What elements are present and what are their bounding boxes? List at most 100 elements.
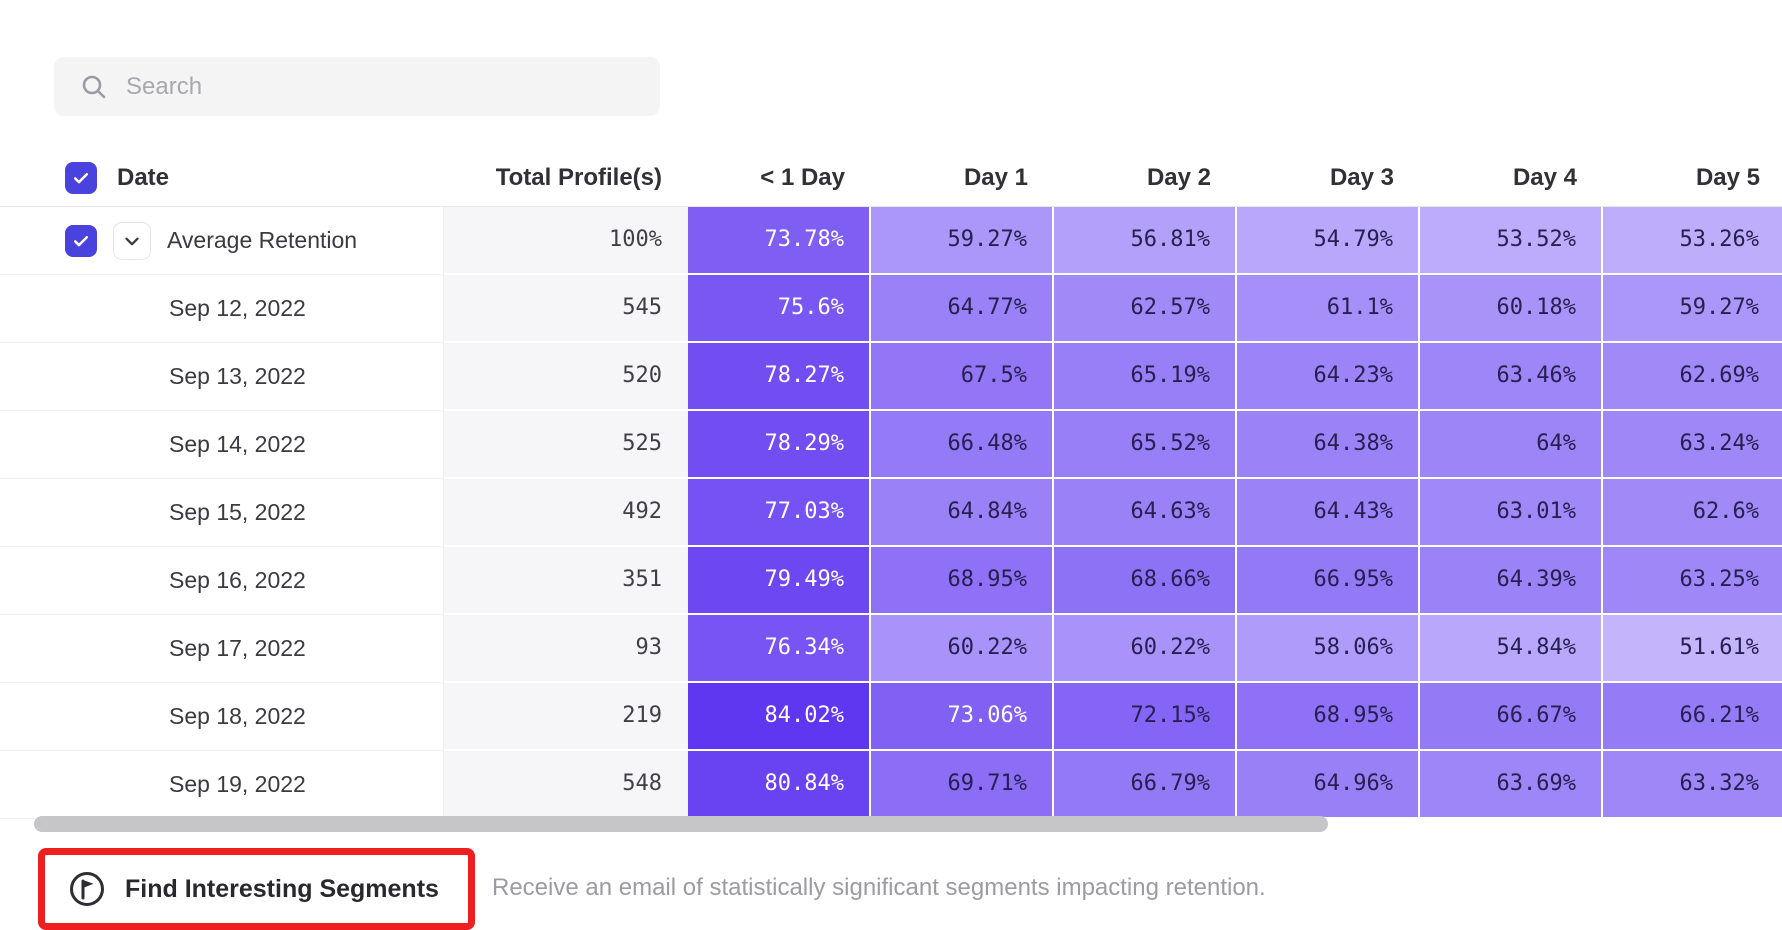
total-profiles-cell: 351: [444, 547, 688, 615]
expand-row-button[interactable]: [113, 221, 151, 260]
retention-cell[interactable]: 51.61%: [1603, 615, 1782, 683]
row-label: Average Retention: [167, 227, 358, 253]
search-box: [54, 57, 660, 116]
annotation-highlight: Find Interesting Segments: [38, 848, 475, 930]
retention-cell[interactable]: 60.18%: [1420, 275, 1603, 343]
table-header: Date Total Profile(s) < 1 Day Day 1 Day 2 D…: [0, 149, 1782, 207]
retention-cell[interactable]: 54.79%: [1237, 207, 1420, 275]
retention-cell[interactable]: 54.84%: [1420, 615, 1603, 683]
retention-cell[interactable]: 64.38%: [1237, 411, 1420, 479]
retention-cell[interactable]: 68.95%: [1237, 683, 1420, 751]
retention-cell[interactable]: 63.69%: [1420, 751, 1603, 819]
retention-cell[interactable]: 60.22%: [1054, 615, 1237, 683]
table-row: Sep 17, 2022 93 76.34% 60.22% 60.22% 58.06% 54…: [0, 615, 1782, 683]
retention-cell[interactable]: 62.6%: [1603, 479, 1782, 547]
retention-cell[interactable]: 68.66%: [1054, 547, 1237, 615]
retention-cell[interactable]: 64.96%: [1237, 751, 1420, 819]
row-label-cell: Sep 18, 2022: [0, 683, 444, 751]
table-row: Sep 13, 2022 520 78.27% 67.5% 65.19% 64.23% 63…: [0, 343, 1782, 411]
find-interesting-segments-button[interactable]: Find Interesting Segments: [45, 869, 439, 909]
total-profiles-cell: 492: [444, 479, 688, 547]
retention-cell[interactable]: 63.25%: [1603, 547, 1782, 615]
retention-cell[interactable]: 65.19%: [1054, 343, 1237, 411]
retention-cell[interactable]: 80.84%: [688, 751, 871, 819]
total-profiles-header: Total Profile(s): [495, 163, 662, 191]
row-label: Sep 14, 2022: [169, 431, 306, 457]
retention-cell[interactable]: 77.03%: [688, 479, 871, 547]
date-column-header: Date: [117, 163, 170, 191]
retention-cell[interactable]: 53.52%: [1420, 207, 1603, 275]
total-profiles-cell: 93: [444, 615, 688, 683]
retention-cell[interactable]: 66.67%: [1420, 683, 1603, 751]
table-row: Sep 15, 2022 492 77.03% 64.84% 64.63% 64.43% 6…: [0, 479, 1782, 547]
row-label: Sep 17, 2022: [169, 635, 306, 661]
retention-cell[interactable]: 60.22%: [871, 615, 1054, 683]
table-row: Sep 19, 2022 548 80.84% 69.71% 66.79% 64.96% 6…: [0, 751, 1782, 819]
retention-cell[interactable]: 62.69%: [1603, 343, 1782, 411]
retention-cell[interactable]: 63.46%: [1420, 343, 1603, 411]
footer-description: Receive an email of statistically signif…: [492, 874, 1266, 901]
retention-cell[interactable]: 78.27%: [688, 343, 871, 411]
day-column-header: Day 5: [1695, 163, 1760, 191]
retention-cell[interactable]: 63.24%: [1603, 411, 1782, 479]
retention-cell[interactable]: 84.02%: [688, 683, 871, 751]
row-label-cell: Sep 16, 2022: [0, 547, 444, 615]
retention-cell[interactable]: 64.63%: [1054, 479, 1237, 547]
retention-cell[interactable]: 63.32%: [1603, 751, 1782, 819]
retention-cell[interactable]: 67.5%: [871, 343, 1054, 411]
retention-cell[interactable]: 59.27%: [1603, 275, 1782, 343]
row-label: Sep 19, 2022: [169, 771, 306, 797]
retention-cell[interactable]: 73.78%: [688, 207, 871, 275]
row-label: Sep 15, 2022: [169, 499, 306, 525]
check-icon: [73, 235, 89, 246]
total-profiles-cell: 520: [444, 343, 688, 411]
check-icon: [73, 172, 89, 183]
retention-cell[interactable]: 63.01%: [1420, 479, 1603, 547]
rows-container: Average Retention 100% 73.78% 59.27% 56.81% 5…: [0, 207, 1782, 819]
retention-cell[interactable]: 66.48%: [871, 411, 1054, 479]
retention-cell[interactable]: 66.21%: [1603, 683, 1782, 751]
retention-cell[interactable]: 79.49%: [688, 547, 871, 615]
retention-cell[interactable]: 72.15%: [1054, 683, 1237, 751]
retention-cell[interactable]: 56.81%: [1054, 207, 1237, 275]
retention-cell[interactable]: 64%: [1420, 411, 1603, 479]
day-column-header: Day 4: [1512, 163, 1577, 191]
retention-cell[interactable]: 64.84%: [871, 479, 1054, 547]
retention-cell[interactable]: 68.95%: [871, 547, 1054, 615]
row-checkbox[interactable]: [65, 224, 97, 257]
retention-cell[interactable]: 59.27%: [871, 207, 1054, 275]
table-row: Sep 18, 2022 219 84.02% 73.06% 72.15% 68.95% 6…: [0, 683, 1782, 751]
segments-icon: [67, 869, 107, 909]
retention-cell[interactable]: 64.23%: [1237, 343, 1420, 411]
total-profiles-cell: 548: [444, 751, 688, 819]
retention-cell[interactable]: 53.26%: [1603, 207, 1782, 275]
search-input[interactable]: [126, 57, 660, 116]
day-column-header: Day 2: [1146, 163, 1211, 191]
retention-cell[interactable]: 64.77%: [871, 275, 1054, 343]
row-label-cell: Sep 15, 2022: [0, 479, 444, 547]
retention-cell[interactable]: 69.71%: [871, 751, 1054, 819]
retention-table: Date Total Profile(s) < 1 Day Day 1 Day 2 D…: [0, 149, 1782, 819]
retention-cell[interactable]: 66.95%: [1237, 547, 1420, 615]
horizontal-scrollbar-thumb[interactable]: [34, 816, 1328, 832]
row-label-cell: Sep 14, 2022: [0, 411, 444, 479]
retention-cell[interactable]: 64.39%: [1420, 547, 1603, 615]
retention-cell[interactable]: 73.06%: [871, 683, 1054, 751]
retention-cell[interactable]: 78.29%: [688, 411, 871, 479]
total-profiles-cell: 100%: [444, 207, 688, 275]
retention-cell[interactable]: 62.57%: [1054, 275, 1237, 343]
select-all-checkbox[interactable]: [65, 161, 97, 194]
retention-cell[interactable]: 75.6%: [688, 275, 871, 343]
retention-cell[interactable]: 76.34%: [688, 615, 871, 683]
row-label: Sep 12, 2022: [169, 295, 306, 321]
date-column-header-cell: Date: [0, 149, 444, 206]
retention-cell[interactable]: 64.43%: [1237, 479, 1420, 547]
total-profiles-cell: 545: [444, 275, 688, 343]
retention-cell[interactable]: 65.52%: [1054, 411, 1237, 479]
retention-cell[interactable]: 66.79%: [1054, 751, 1237, 819]
retention-cell[interactable]: 58.06%: [1237, 615, 1420, 683]
day-column-header: < 1 Day: [760, 163, 845, 191]
retention-cell[interactable]: 61.1%: [1237, 275, 1420, 343]
chevron-down-icon: [125, 237, 139, 245]
row-label: Sep 16, 2022: [169, 567, 306, 593]
